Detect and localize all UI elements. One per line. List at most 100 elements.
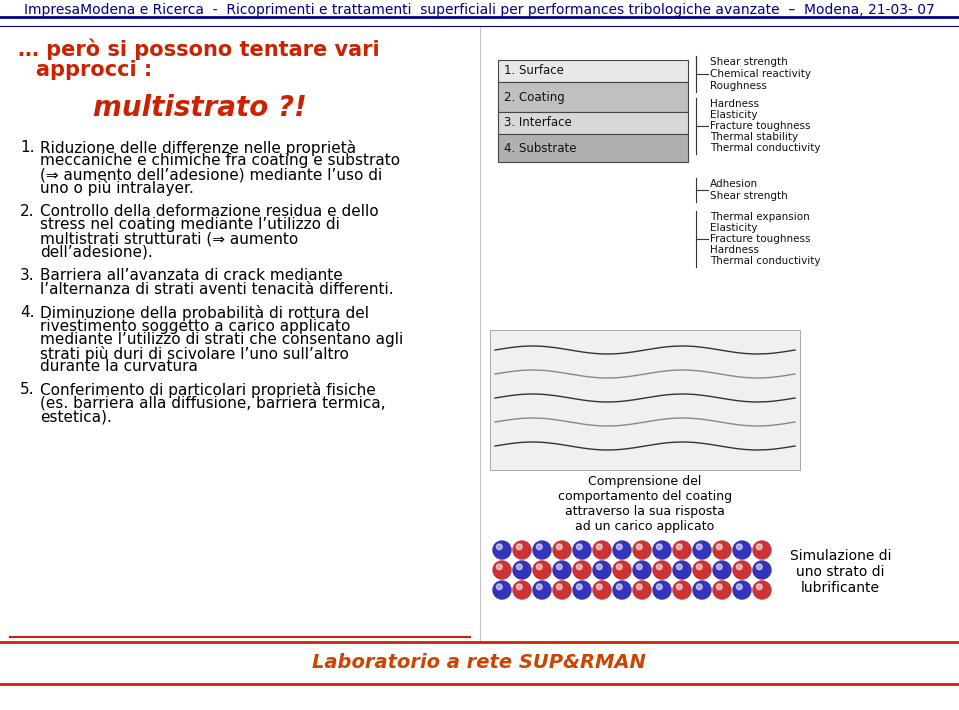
Circle shape (716, 584, 722, 590)
Text: rivestimento soggetto a carico applicato: rivestimento soggetto a carico applicato (40, 319, 350, 334)
Circle shape (757, 584, 762, 590)
Text: uno o più intralayer.: uno o più intralayer. (40, 180, 194, 197)
Text: Conferimento di particolari proprietà fisiche: Conferimento di particolari proprietà fi… (40, 383, 376, 398)
Text: dell’adesione).: dell’adesione). (40, 244, 152, 259)
Circle shape (716, 544, 722, 550)
Circle shape (553, 541, 571, 559)
Text: Elasticity: Elasticity (710, 110, 758, 120)
Circle shape (733, 581, 751, 599)
Circle shape (596, 584, 602, 590)
Text: meccaniche e chimiche fra coating e substrato: meccaniche e chimiche fra coating e subs… (40, 153, 400, 168)
Text: Thermal stability: Thermal stability (710, 132, 798, 142)
Text: multistrati strutturati (⇒ aumento: multistrati strutturati (⇒ aumento (40, 231, 298, 246)
Circle shape (693, 541, 711, 559)
Text: Comprensione del
comportamento del coating
attraverso la sua risposta
ad un cari: Comprensione del comportamento del coati… (558, 475, 732, 533)
Circle shape (497, 544, 503, 550)
Text: 2. Coating: 2. Coating (504, 90, 565, 104)
Circle shape (713, 561, 731, 579)
Circle shape (513, 581, 531, 599)
Text: Hardness: Hardness (710, 245, 759, 255)
Circle shape (513, 561, 531, 579)
FancyBboxPatch shape (490, 330, 800, 470)
Circle shape (753, 541, 771, 559)
Text: Fracture toughness: Fracture toughness (710, 234, 810, 244)
Circle shape (653, 541, 671, 559)
Circle shape (757, 544, 762, 550)
Circle shape (536, 584, 542, 590)
Text: Laboratorio a rete SUP&RMAN: Laboratorio a rete SUP&RMAN (312, 653, 646, 672)
Text: 1. Surface: 1. Surface (504, 65, 564, 77)
Circle shape (493, 561, 511, 579)
Circle shape (593, 541, 611, 559)
Text: Thermal conductivity: Thermal conductivity (710, 143, 821, 153)
Circle shape (757, 564, 762, 569)
Text: 1.: 1. (20, 140, 35, 155)
Text: Hardness: Hardness (710, 99, 759, 109)
Text: Thermal expansion: Thermal expansion (710, 212, 809, 222)
Circle shape (673, 581, 691, 599)
Circle shape (556, 564, 562, 569)
Circle shape (536, 544, 542, 550)
Circle shape (737, 584, 742, 590)
Circle shape (637, 584, 643, 590)
Text: Fracture toughness: Fracture toughness (710, 121, 810, 131)
Circle shape (576, 544, 582, 550)
Circle shape (673, 541, 691, 559)
Circle shape (516, 564, 523, 569)
Circle shape (516, 584, 523, 590)
Text: (⇒ aumento dell’adesione) mediante l’uso di: (⇒ aumento dell’adesione) mediante l’uso… (40, 167, 383, 182)
Text: Controllo della deformazione residua e dello: Controllo della deformazione residua e d… (40, 204, 379, 219)
Text: 3. Interface: 3. Interface (504, 116, 572, 129)
Circle shape (617, 564, 622, 569)
Circle shape (513, 541, 531, 559)
Circle shape (613, 581, 631, 599)
Circle shape (673, 561, 691, 579)
Circle shape (533, 581, 551, 599)
Circle shape (753, 581, 771, 599)
Circle shape (553, 581, 571, 599)
Text: Barriera all’avanzata di crack mediante: Barriera all’avanzata di crack mediante (40, 268, 342, 283)
Circle shape (633, 561, 651, 579)
Circle shape (696, 584, 702, 590)
Circle shape (633, 541, 651, 559)
Circle shape (613, 561, 631, 579)
Circle shape (733, 561, 751, 579)
Text: stress nel coating mediante l’utilizzo di: stress nel coating mediante l’utilizzo d… (40, 217, 339, 232)
Text: 2.: 2. (20, 204, 35, 219)
Circle shape (573, 541, 591, 559)
Circle shape (533, 561, 551, 579)
Circle shape (556, 584, 562, 590)
FancyBboxPatch shape (498, 134, 688, 162)
Circle shape (573, 561, 591, 579)
Circle shape (493, 581, 511, 599)
Circle shape (737, 544, 742, 550)
Circle shape (613, 541, 631, 559)
Circle shape (516, 544, 523, 550)
Circle shape (553, 561, 571, 579)
Circle shape (713, 541, 731, 559)
FancyBboxPatch shape (498, 112, 688, 134)
FancyBboxPatch shape (498, 82, 688, 112)
Circle shape (737, 564, 742, 569)
Text: 3.: 3. (20, 268, 35, 283)
Text: ImpresaModena e Ricerca  -  Ricoprimenti e trattamenti  superficiali per perform: ImpresaModena e Ricerca - Ricoprimenti e… (24, 3, 934, 17)
Circle shape (696, 564, 702, 569)
FancyBboxPatch shape (498, 60, 688, 82)
Circle shape (576, 584, 582, 590)
Text: … però si possono tentare vari: … però si possono tentare vari (18, 38, 380, 60)
Circle shape (676, 584, 682, 590)
Circle shape (637, 544, 643, 550)
Circle shape (573, 581, 591, 599)
Circle shape (576, 564, 582, 569)
Circle shape (676, 564, 682, 569)
Circle shape (633, 581, 651, 599)
Circle shape (696, 544, 702, 550)
Text: estetica).: estetica). (40, 410, 112, 425)
Circle shape (617, 584, 622, 590)
Text: Adhesion: Adhesion (710, 179, 759, 189)
Circle shape (596, 564, 602, 569)
Text: Shear strength: Shear strength (710, 191, 787, 201)
Circle shape (497, 584, 503, 590)
Text: durante la curvatura: durante la curvatura (40, 359, 198, 374)
Circle shape (596, 544, 602, 550)
